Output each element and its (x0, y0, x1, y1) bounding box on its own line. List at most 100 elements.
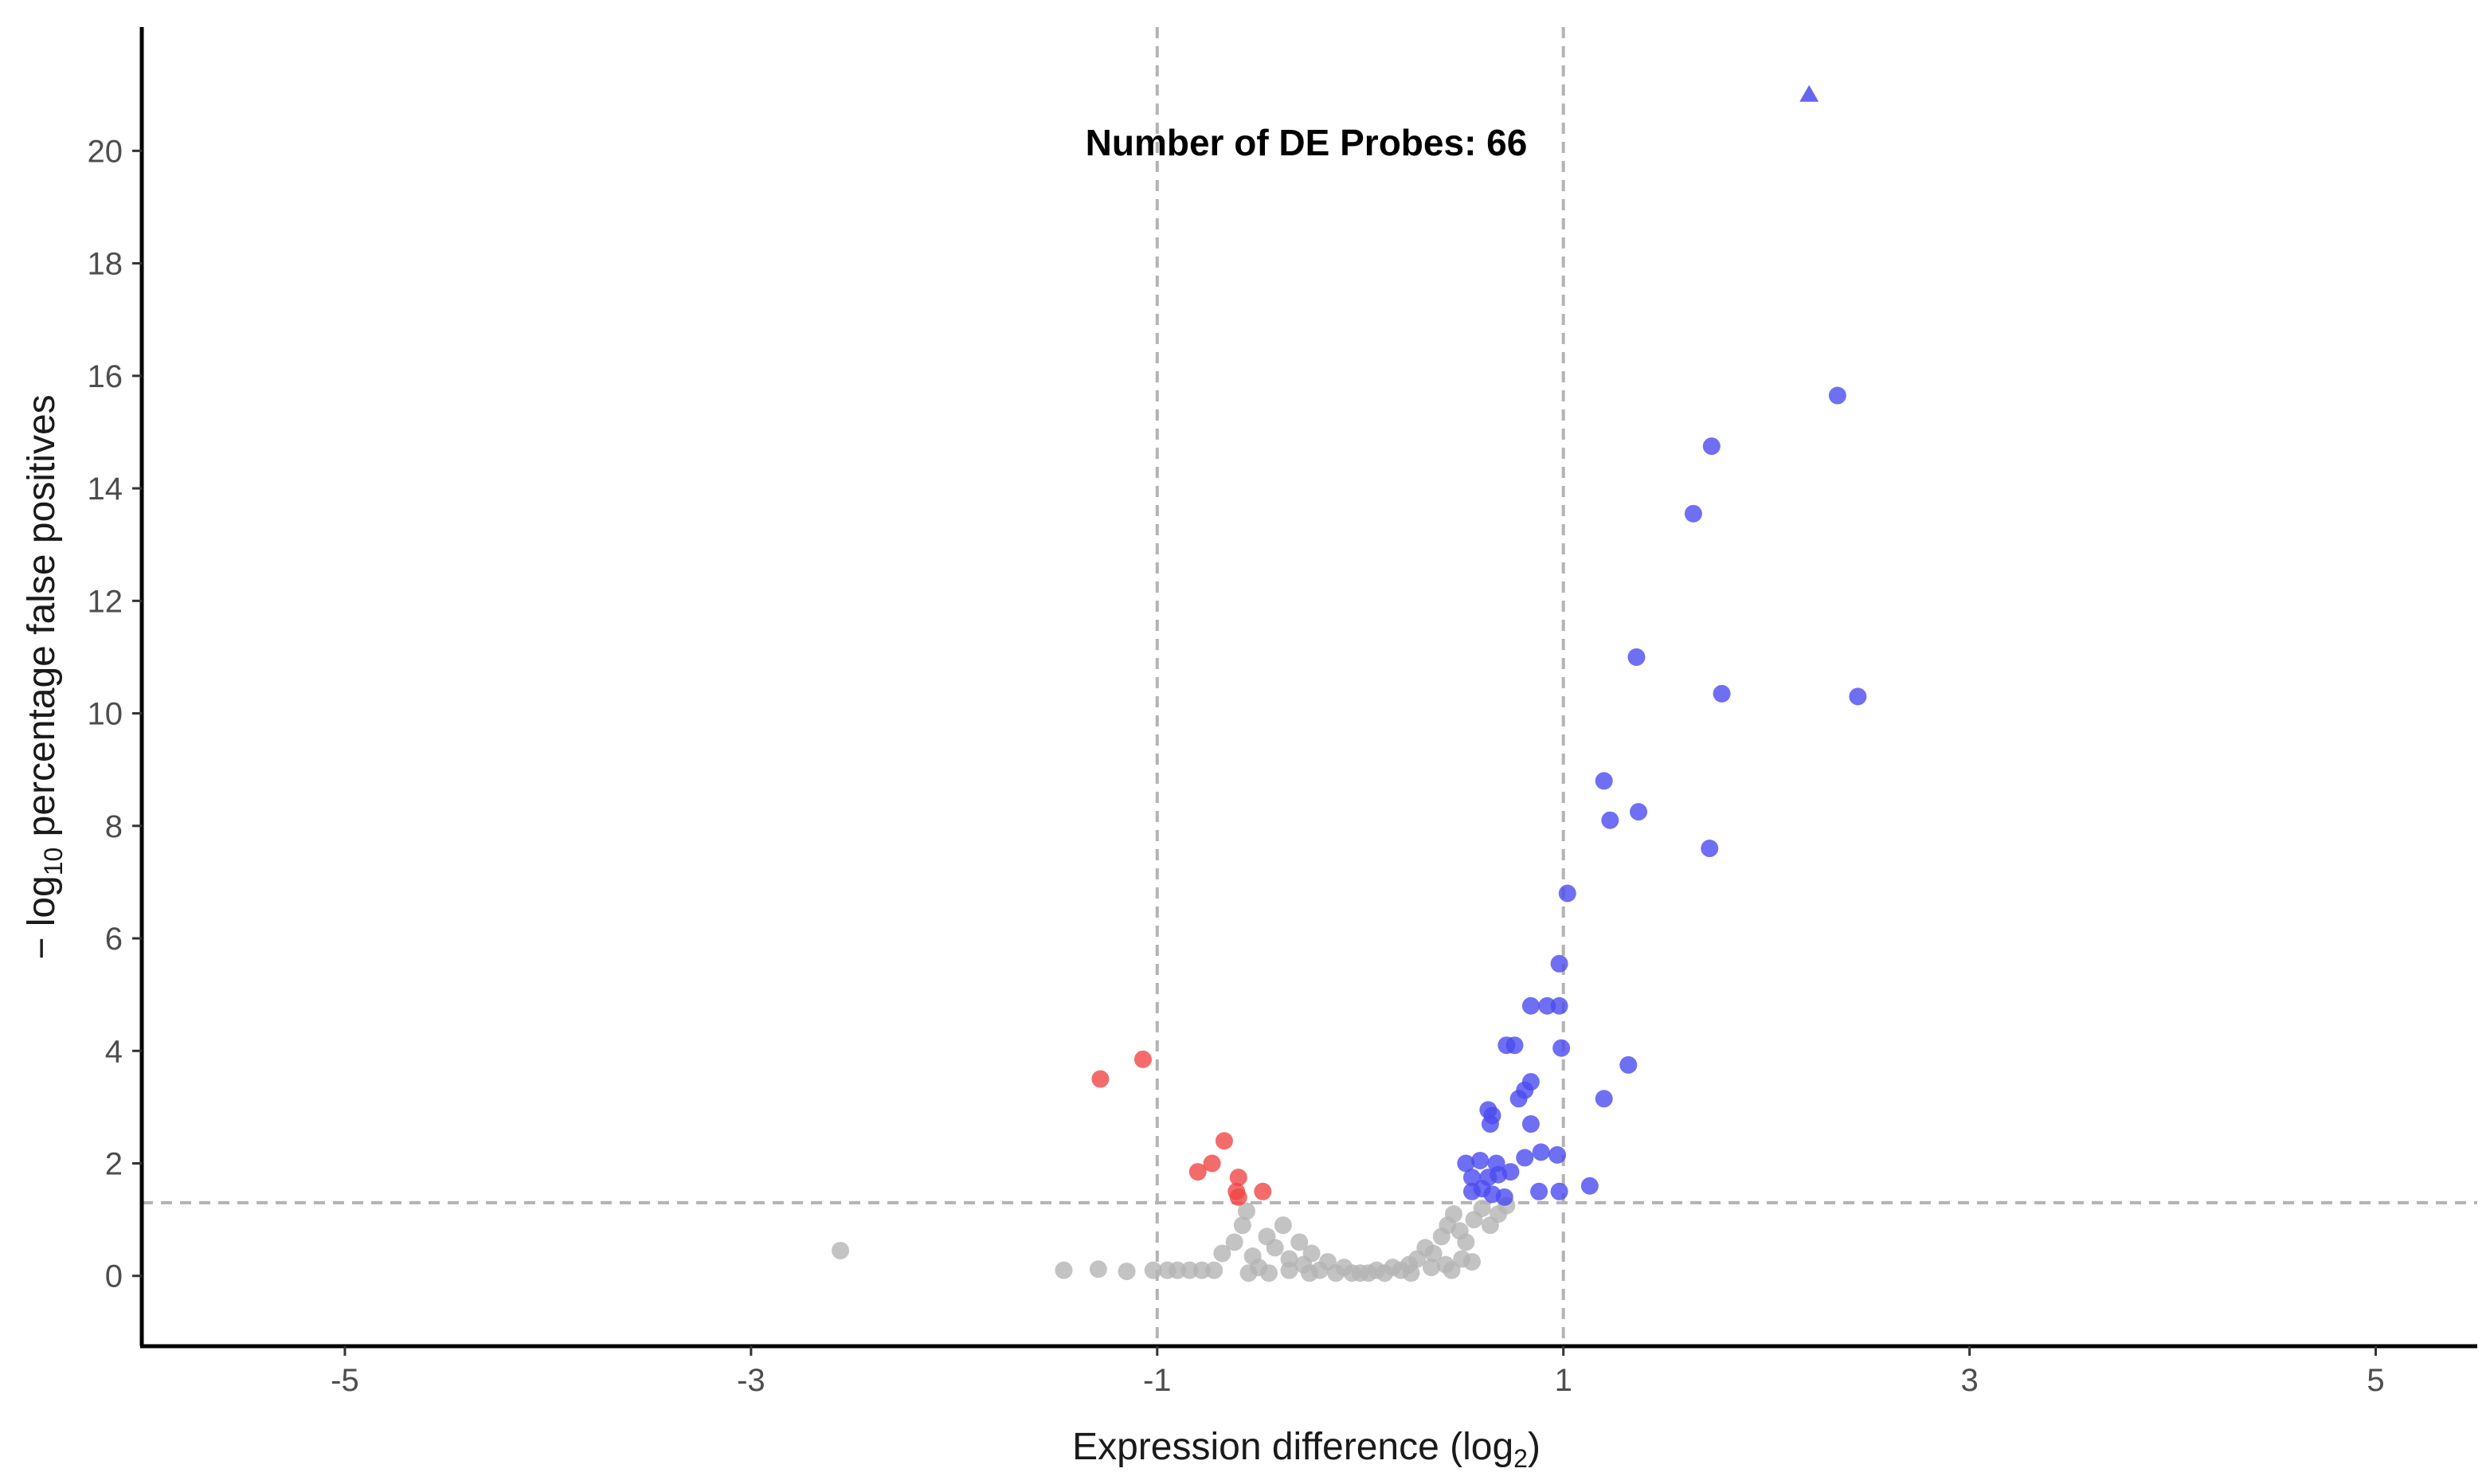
x-axis-title: Expression difference (log2) (1072, 1426, 1541, 1473)
y-ticks: 0 2 4 6 8 10 12 14 16 18 20 (88, 134, 142, 1294)
y-tick-label-6: 12 (88, 584, 123, 619)
point-up-2 (1684, 504, 1702, 523)
point-up-8 (1630, 803, 1648, 821)
point-not_sig-0 (832, 1241, 850, 1259)
point-up-28 (1471, 1151, 1490, 1169)
point-up-9 (1701, 840, 1719, 858)
point-up-36 (1501, 1163, 1520, 1181)
point-not_sig-1 (1055, 1261, 1073, 1279)
point-not_sig-40 (1445, 1205, 1463, 1224)
x-axis-title-subscript: 2 (1513, 1444, 1528, 1473)
point-not_sig-6 (1169, 1261, 1187, 1279)
point-not_sig-22 (1302, 1244, 1321, 1263)
point-not_sig-55 (1301, 1264, 1318, 1282)
point-up-41 (1530, 1182, 1548, 1200)
point-not_sig-53 (1260, 1264, 1278, 1282)
point-not_sig-54 (1280, 1261, 1298, 1279)
threshold-lines (142, 27, 2477, 1346)
y-tick-label-0: 0 (105, 1259, 123, 1294)
point-up-42 (1550, 1182, 1568, 1200)
point-up-33 (1462, 1169, 1481, 1187)
x-tick-label-1: -3 (737, 1363, 765, 1398)
point-up-14 (1550, 997, 1568, 1015)
y-axis-title-prefix: − log (21, 875, 63, 959)
point-up-13 (1538, 997, 1556, 1015)
point-not_sig-13 (1237, 1202, 1255, 1220)
point-up-21 (1509, 1090, 1528, 1108)
point-down-3 (1203, 1154, 1221, 1173)
y-tick-label-10: 20 (88, 134, 123, 169)
point-up-0 (1828, 386, 1846, 405)
data-points (832, 84, 1867, 1282)
y-axis-title-rest: percentage false positives (21, 394, 63, 847)
point-up-25 (1481, 1115, 1499, 1134)
point-not_sig-3 (1118, 1263, 1136, 1281)
point-up-10 (1558, 884, 1576, 903)
point-not_sig-12 (1233, 1216, 1251, 1235)
point-up-17 (1552, 1039, 1571, 1057)
point-up-26 (1521, 1115, 1540, 1134)
point-not_sig-37 (1424, 1244, 1443, 1263)
point-down-7 (1254, 1182, 1272, 1200)
point-not_sig-18 (1274, 1216, 1292, 1235)
point-down-2 (1215, 1132, 1233, 1150)
x-tick-label-4: 3 (1960, 1363, 1978, 1398)
point-up-5 (1849, 687, 1867, 706)
point-not_sig-56 (1402, 1264, 1420, 1282)
de-probes-annotation: Number of DE Probes: 66 (1086, 122, 1528, 163)
point-up-7 (1601, 811, 1619, 829)
point-down-0 (1133, 1050, 1152, 1068)
point-up-43 (1580, 1177, 1599, 1195)
y-tick-label-7: 14 (88, 472, 123, 507)
x-tick-label-3: 1 (1555, 1363, 1572, 1398)
x-tick-label-5: 5 (2367, 1363, 2384, 1398)
point-up-1 (1702, 437, 1721, 456)
point-not_sig-20 (1290, 1233, 1309, 1251)
point-up-3 (1627, 648, 1646, 666)
point-down-5 (1229, 1169, 1247, 1187)
point-up-18 (1619, 1055, 1638, 1074)
y-tick-label-4: 8 (105, 809, 123, 844)
x-axis-title-main: Expression difference (log (1072, 1426, 1513, 1468)
point-up-31 (1532, 1143, 1550, 1161)
point-up-12 (1521, 997, 1540, 1015)
point-not_sig-48 (1422, 1259, 1440, 1277)
point-not_sig-17 (1266, 1239, 1284, 1257)
y-axis-title: − log10 percentage false positives (21, 394, 68, 959)
y-tick-label-2: 4 (105, 1034, 123, 1069)
point-not_sig-57 (1443, 1261, 1461, 1279)
point-up-4 (1713, 684, 1731, 703)
x-tick-label-0: -5 (331, 1363, 359, 1398)
point-up-32 (1548, 1145, 1567, 1164)
point-down-8 (1229, 1188, 1247, 1206)
y-tick-label-9: 18 (88, 247, 123, 282)
point-not_sig-9 (1205, 1261, 1223, 1279)
point-up-11 (1550, 954, 1568, 973)
point-not_sig-2 (1089, 1260, 1107, 1278)
y-axis-title-subscript: 10 (39, 848, 68, 876)
point-not_sig-44 (1473, 1199, 1491, 1217)
y-tick-label-8: 16 (88, 359, 123, 394)
point-not_sig-7 (1180, 1261, 1199, 1279)
axes (139, 27, 2477, 1349)
x-ticks: -5 -3 -1 1 3 5 (331, 1346, 2385, 1398)
point-not_sig-10 (1213, 1244, 1231, 1263)
y-tick-label-3: 6 (105, 922, 123, 957)
point-up-16 (1505, 1036, 1524, 1055)
y-tick-label-1: 2 (105, 1146, 123, 1181)
point-not_sig-52 (1239, 1264, 1258, 1282)
point-not_sig-4 (1144, 1261, 1162, 1279)
point-not_sig-51 (1462, 1253, 1481, 1271)
point-down-1 (1091, 1070, 1110, 1088)
point-up-40 (1495, 1188, 1513, 1206)
point-not_sig-42 (1457, 1233, 1475, 1251)
point-down-4 (1188, 1163, 1207, 1181)
x-tick-label-2: -1 (1143, 1363, 1172, 1398)
point-up-6 (1595, 772, 1613, 790)
point-not_sig-8 (1192, 1261, 1211, 1279)
y-tick-label-5: 10 (88, 697, 123, 732)
x-axis-title-close: ) (1528, 1426, 1541, 1468)
point-up-30 (1516, 1149, 1534, 1167)
point-up-22 (1595, 1090, 1613, 1108)
